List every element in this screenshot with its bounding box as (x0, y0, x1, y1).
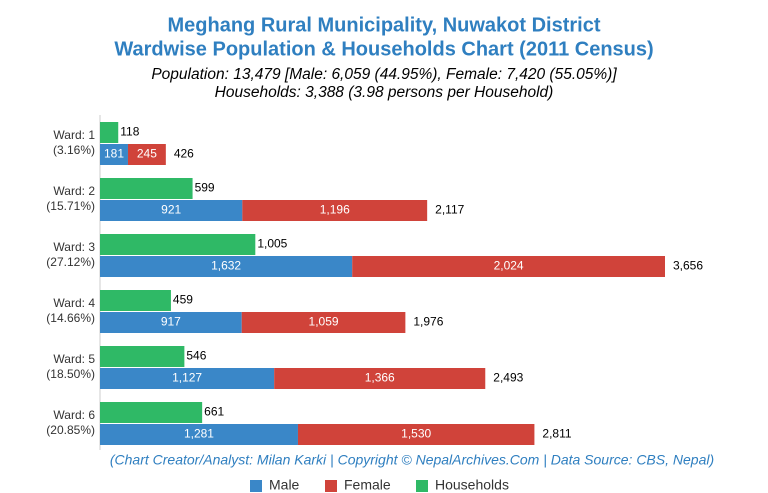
value-label: 599 (195, 181, 215, 195)
legend-label: Male (269, 477, 300, 493)
value-label: 1,196 (320, 203, 350, 217)
category-share: (20.85%) (46, 423, 95, 437)
bar (100, 256, 353, 277)
category-share: (18.50%) (46, 367, 95, 381)
value-label: 181 (104, 147, 124, 161)
bar (242, 200, 428, 221)
value-label: 1,366 (365, 371, 395, 385)
bar (100, 122, 119, 143)
legend-swatch (325, 480, 337, 492)
chart-title: Meghang Rural Municipality, Nuwakot Dist… (167, 14, 600, 36)
value-label: 661 (204, 405, 224, 419)
category-share: (14.66%) (46, 311, 95, 325)
subtitle: Population: 13,479 [Male: 6,059 (44.95%)… (151, 66, 617, 83)
total-label: 3,656 (673, 259, 703, 273)
bar (274, 368, 486, 389)
value-label: 2,024 (494, 259, 524, 273)
total-label: 1,976 (413, 315, 443, 329)
category-share: (3.16%) (53, 143, 95, 157)
bar (100, 402, 203, 423)
legend-label: Households (435, 477, 509, 493)
bar (297, 424, 535, 445)
category-label: Ward: 6 (53, 408, 95, 422)
value-label: 1,530 (401, 427, 431, 441)
value-label: 1,059 (309, 315, 339, 329)
bar (100, 312, 242, 333)
value-label: 1,632 (211, 259, 241, 273)
category-label: Ward: 4 (53, 296, 95, 310)
value-label: 118 (120, 125, 139, 139)
value-label: 459 (173, 293, 193, 307)
category-label: Ward: 2 (53, 184, 95, 198)
value-label: 1,281 (184, 427, 214, 441)
bar (100, 424, 298, 445)
value-label: 245 (137, 147, 157, 161)
category-label: Ward: 3 (53, 240, 95, 254)
bar (100, 178, 193, 199)
bar (100, 290, 171, 311)
total-label: 2,493 (493, 371, 523, 385)
footer: (Chart Creator/Analyst: Milan Karki | Co… (110, 452, 714, 468)
bar (127, 144, 166, 165)
bar (241, 312, 406, 333)
subtitle: Households: 3,388 (3.98 persons per Hous… (215, 84, 554, 101)
category-label: Ward: 5 (53, 352, 95, 366)
value-label: 1,127 (172, 371, 202, 385)
bar (100, 368, 275, 389)
bar (100, 200, 243, 221)
total-label: 2,117 (435, 203, 464, 217)
legend-label: Female (344, 477, 391, 493)
total-label: 2,811 (542, 427, 571, 441)
value-label: 546 (186, 349, 206, 363)
legend-swatch (250, 480, 262, 492)
bar (352, 256, 665, 277)
category-share: (15.71%) (46, 199, 95, 213)
category-label: Ward: 1 (53, 128, 95, 142)
value-label: 921 (161, 203, 181, 217)
bar (100, 346, 185, 367)
chart-title: Wardwise Population & Households Chart (… (114, 38, 653, 60)
category-share: (27.12%) (46, 255, 95, 269)
value-label: 1,005 (257, 237, 287, 251)
legend-swatch (416, 480, 428, 492)
value-label: 917 (161, 315, 181, 329)
bar (100, 144, 128, 165)
total-label: 426 (174, 147, 194, 161)
bar (100, 234, 256, 255)
